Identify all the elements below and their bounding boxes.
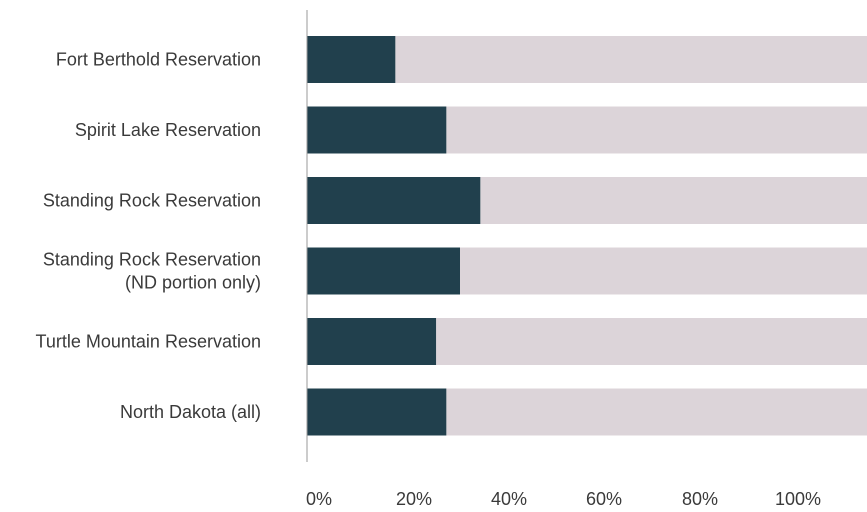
category-label: Standing Rock Reservation (ND portion onl… <box>43 250 261 293</box>
bar-remainder <box>395 36 867 83</box>
x-tick-label: 100% <box>775 489 821 509</box>
bar-value <box>307 106 447 154</box>
bar-value <box>307 36 396 83</box>
category-label-line: (ND portion only) <box>125 273 261 293</box>
category-label-line: North Dakota (all) <box>120 402 261 422</box>
category-label-line: Fort Berthold Reservation <box>56 50 261 70</box>
x-tick-label: 0% <box>306 489 332 509</box>
category-label: Turtle Mountain Reservation <box>36 332 261 352</box>
bar-remainder <box>480 177 867 224</box>
bar-remainder <box>460 247 867 295</box>
x-tick-labels: 0% 20% 40% 60% 80% 100% <box>306 489 821 509</box>
x-tick-label: 60% <box>586 489 622 509</box>
x-tick-label: 20% <box>396 489 432 509</box>
bar-remainder <box>436 318 867 365</box>
bar-remainder <box>446 388 867 436</box>
bar-remainder <box>446 106 867 154</box>
category-label: North Dakota (all) <box>120 402 261 422</box>
category-label: Fort Berthold Reservation <box>56 50 261 70</box>
category-label-line: Standing Rock Reservation <box>43 191 261 211</box>
category-label: Spirit Lake Reservation <box>75 120 261 140</box>
category-label: Standing Rock Reservation <box>43 191 261 211</box>
category-label-line: Standing Rock Reservation <box>43 250 261 270</box>
bar-value <box>307 247 460 295</box>
bar-value <box>307 177 481 224</box>
bars-group <box>307 36 867 436</box>
x-tick-label: 40% <box>491 489 527 509</box>
category-labels: Fort Berthold Reservation Spirit Lake Res… <box>36 50 261 423</box>
category-label-line: Spirit Lake Reservation <box>75 120 261 140</box>
x-tick-label: 80% <box>682 489 718 509</box>
category-label-line: Turtle Mountain Reservation <box>36 332 261 352</box>
bar-value <box>307 318 437 365</box>
bar-value <box>307 388 447 436</box>
